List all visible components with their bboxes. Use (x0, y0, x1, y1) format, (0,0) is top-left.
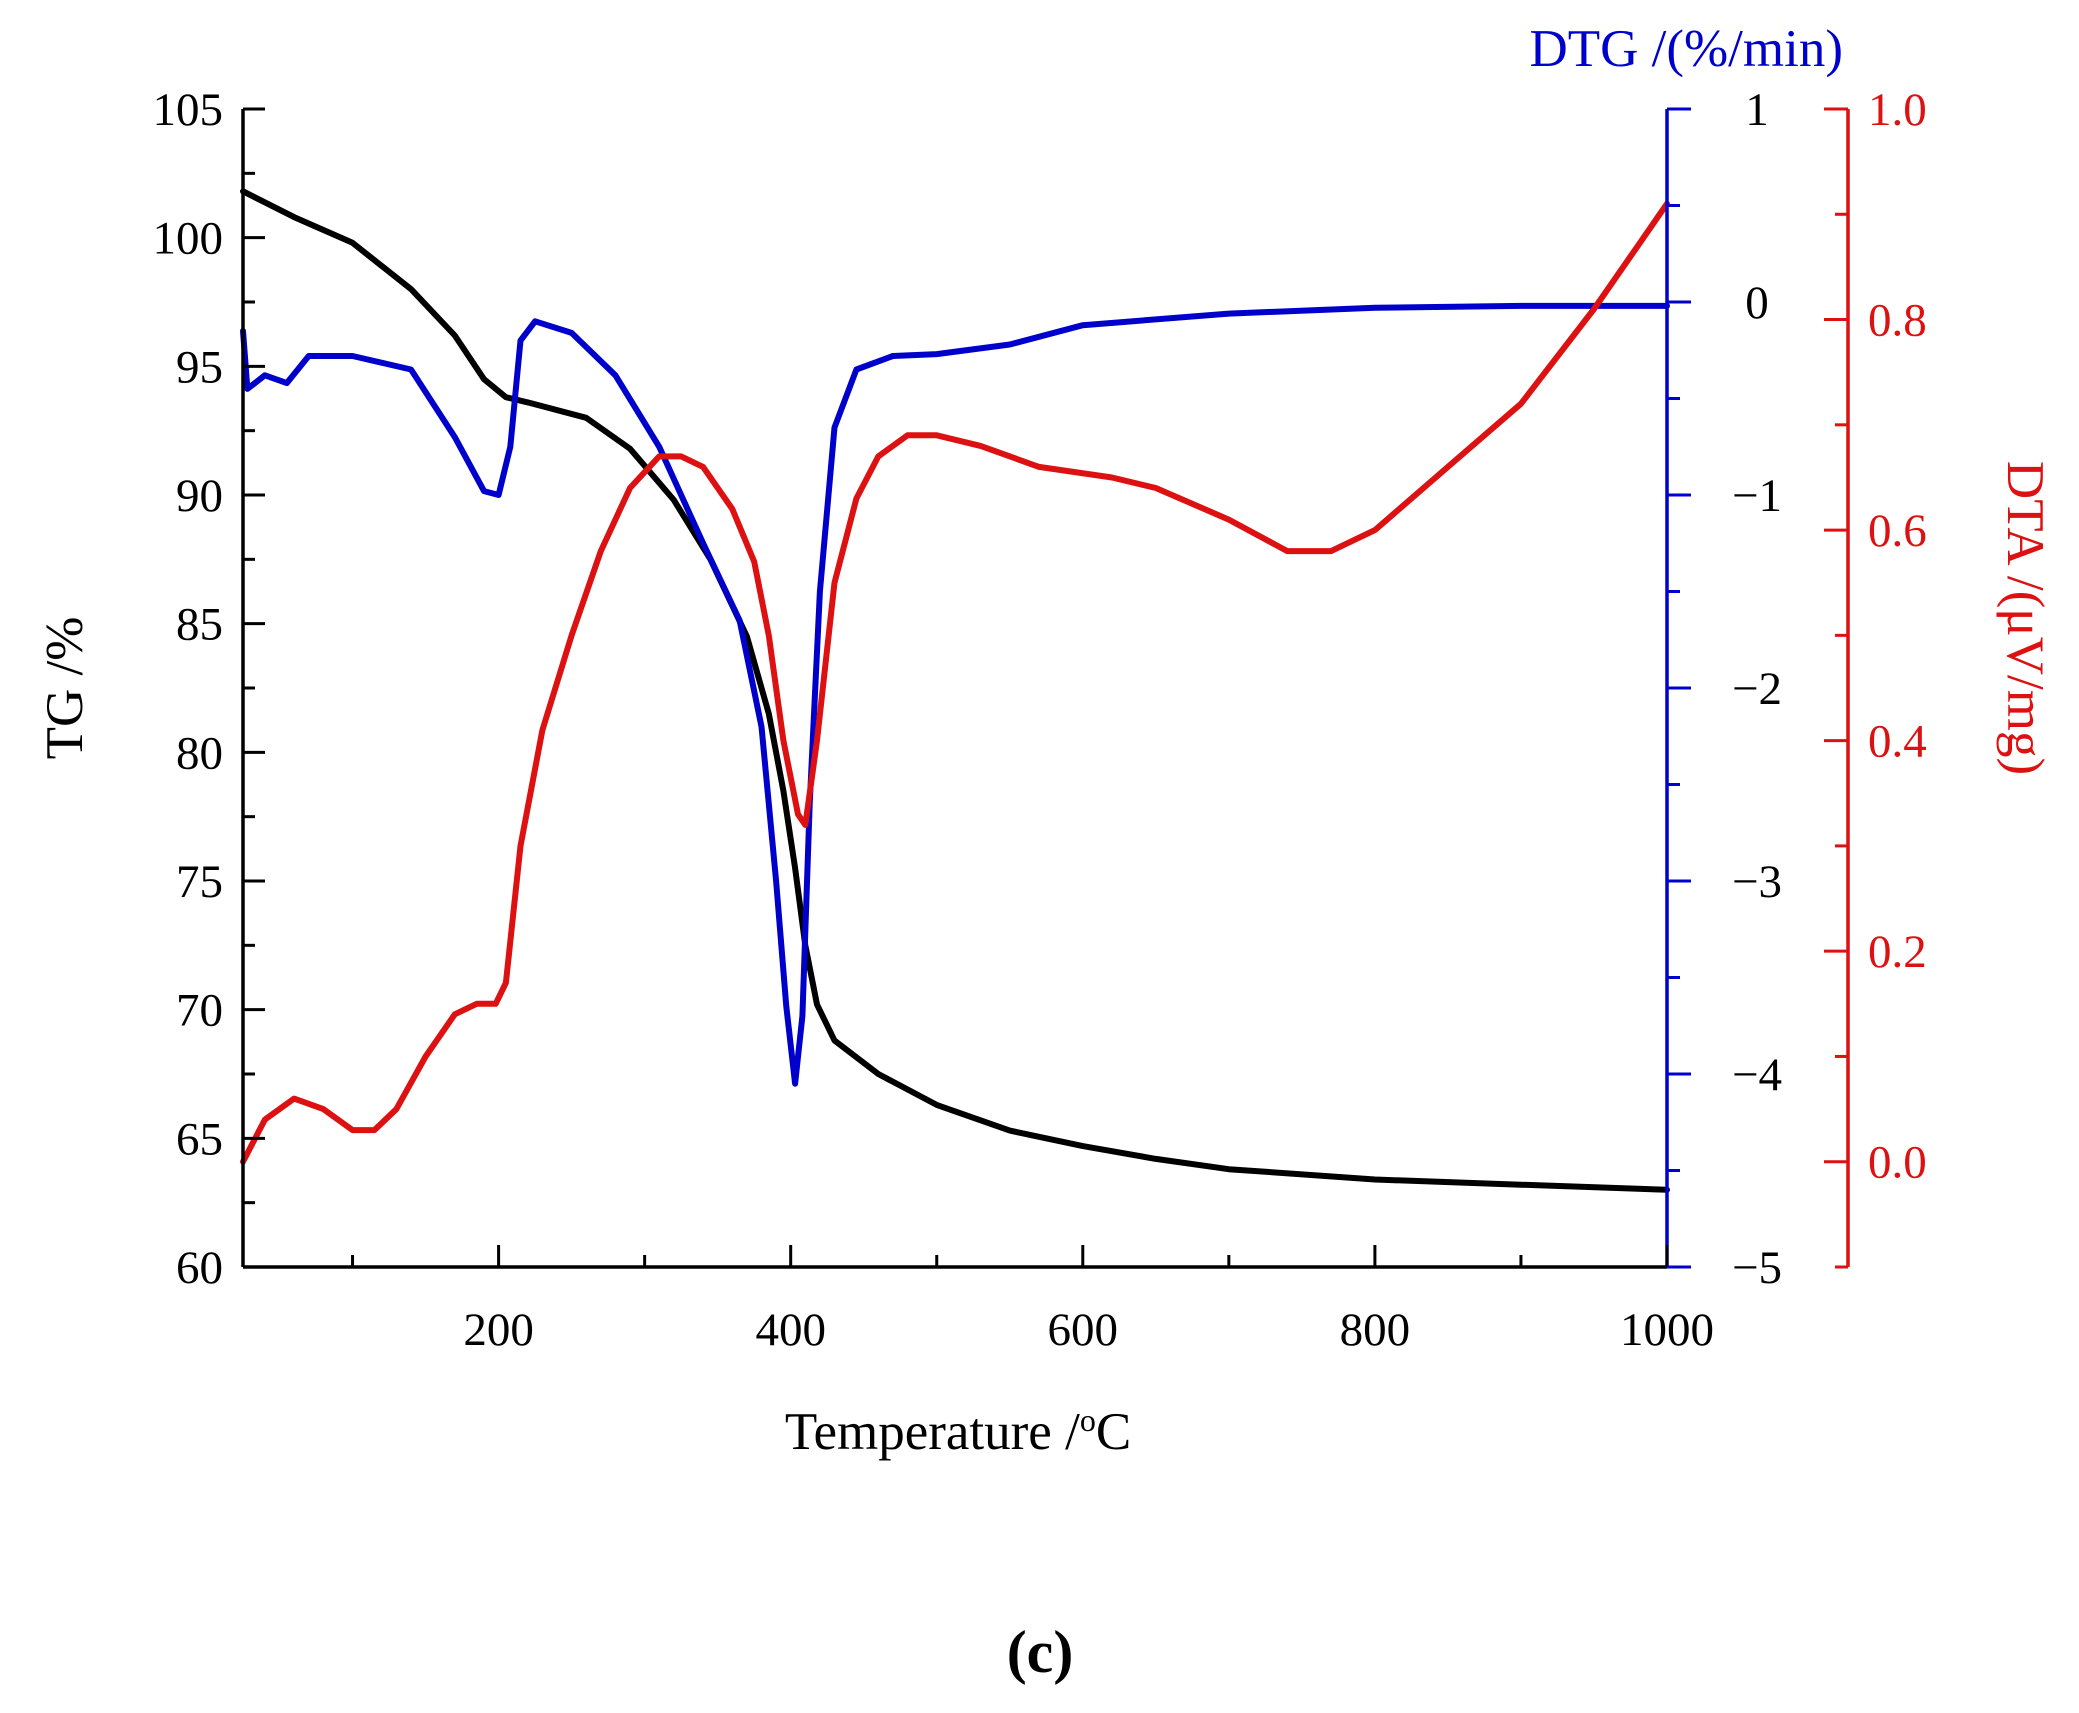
data-curves (240, 188, 1670, 1193)
dtg-tick-label: 1 (1745, 84, 1769, 136)
x-axis-title-text: Temperature / (785, 1403, 1080, 1461)
tg-tick-label: 70 (176, 985, 223, 1037)
dta-axis-title: DTA /(μV/mg) (1996, 461, 2054, 775)
dtg-tick-label: −5 (1732, 1242, 1782, 1294)
x-tick-label: 400 (755, 1304, 826, 1356)
dta-tick-label: 0.2 (1868, 926, 1927, 978)
dtg-curve (240, 302, 1670, 1087)
x-axis-title-unit: C (1096, 1403, 1131, 1461)
dta-tick-label: 0.8 (1868, 295, 1927, 347)
tg-tick-label: 95 (176, 341, 223, 393)
tg-tick-label: 60 (176, 1242, 223, 1294)
tg-tick-label: 90 (176, 470, 223, 522)
tg-tick-label: 85 (176, 599, 223, 651)
tg-tick-label: 80 (176, 727, 223, 779)
dta-tick-label: 0.0 (1868, 1137, 1927, 1189)
x-tick-label: 1000 (1620, 1304, 1714, 1356)
axes-frame (241, 107, 1850, 1269)
tg-tick-label: 75 (176, 856, 223, 908)
panel-label: (c) (1007, 1619, 1074, 1685)
chart-text: TG /% DTG /(%/min) DTA /(μV/mg) Temperat… (36, 20, 2054, 1685)
x-tick-label: 600 (1048, 1304, 1119, 1356)
dtg-tick-label: 0 (1745, 277, 1769, 329)
dta-curve (240, 200, 1670, 1165)
dtg-axis-title: DTG /(%/min) (1529, 20, 1843, 78)
x-tick-label: 800 (1340, 1304, 1411, 1356)
dtg-tick-label: −3 (1732, 856, 1782, 908)
x-axis-title: Temperature /oC (785, 1402, 1131, 1461)
dtg-tick-label: −4 (1732, 1049, 1782, 1101)
dtg-tick-label: −1 (1732, 470, 1782, 522)
tg-curve (240, 188, 1670, 1193)
tg-tick-label: 100 (153, 213, 224, 265)
dta-tick-label: 1.0 (1868, 84, 1927, 136)
tg-tick-label: 105 (153, 84, 224, 136)
tg-tick-label: 65 (176, 1113, 223, 1165)
x-axis-title-degree: o (1080, 1402, 1096, 1438)
x-tick-label: 200 (463, 1304, 534, 1356)
dta-tick-label: 0.4 (1868, 716, 1927, 768)
dtg-tick-label: −2 (1732, 663, 1782, 715)
tg-axis-title: TG /% (36, 617, 94, 760)
dta-tick-label: 0.6 (1868, 505, 1927, 557)
